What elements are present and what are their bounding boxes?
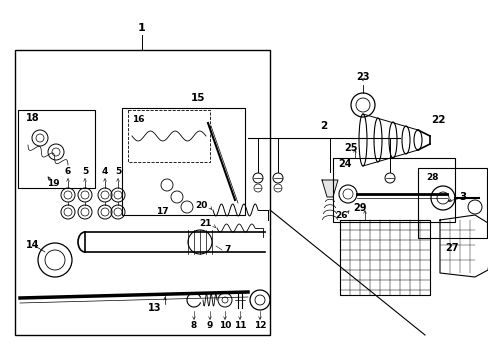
Text: 6: 6 bbox=[65, 166, 71, 175]
Text: 10: 10 bbox=[218, 321, 231, 330]
Bar bbox=[18, 110, 95, 188]
Text: 7: 7 bbox=[224, 246, 231, 255]
Bar bbox=[332, 158, 454, 222]
Text: 15: 15 bbox=[190, 93, 205, 103]
Text: 9: 9 bbox=[206, 321, 213, 330]
Text: 14: 14 bbox=[26, 240, 40, 250]
Text: 13: 13 bbox=[148, 303, 162, 313]
Bar bbox=[15, 50, 269, 335]
Text: 18: 18 bbox=[26, 113, 40, 123]
Text: 25: 25 bbox=[344, 143, 357, 153]
Text: 24: 24 bbox=[338, 159, 351, 169]
Text: 3: 3 bbox=[458, 192, 466, 202]
Text: 11: 11 bbox=[233, 321, 246, 330]
Bar bbox=[128, 110, 209, 162]
Bar bbox=[417, 168, 486, 238]
Text: 1: 1 bbox=[138, 23, 145, 33]
Text: 22: 22 bbox=[430, 115, 445, 125]
Text: 26: 26 bbox=[334, 211, 346, 220]
Text: 2: 2 bbox=[320, 121, 327, 131]
Text: 23: 23 bbox=[356, 72, 369, 82]
Text: 20: 20 bbox=[195, 201, 207, 210]
Text: 12: 12 bbox=[253, 321, 265, 330]
Text: 5: 5 bbox=[115, 166, 121, 175]
Text: 28: 28 bbox=[425, 174, 438, 183]
Text: 5: 5 bbox=[81, 166, 88, 175]
Text: 17: 17 bbox=[155, 207, 168, 216]
Text: 16: 16 bbox=[132, 116, 144, 125]
Text: 21: 21 bbox=[199, 220, 212, 229]
Text: 29: 29 bbox=[352, 203, 366, 213]
Polygon shape bbox=[321, 180, 337, 197]
Text: 4: 4 bbox=[102, 166, 108, 175]
Text: 27: 27 bbox=[445, 243, 458, 253]
Text: 19: 19 bbox=[46, 179, 59, 188]
Bar bbox=[122, 108, 244, 215]
Text: 8: 8 bbox=[190, 321, 197, 330]
